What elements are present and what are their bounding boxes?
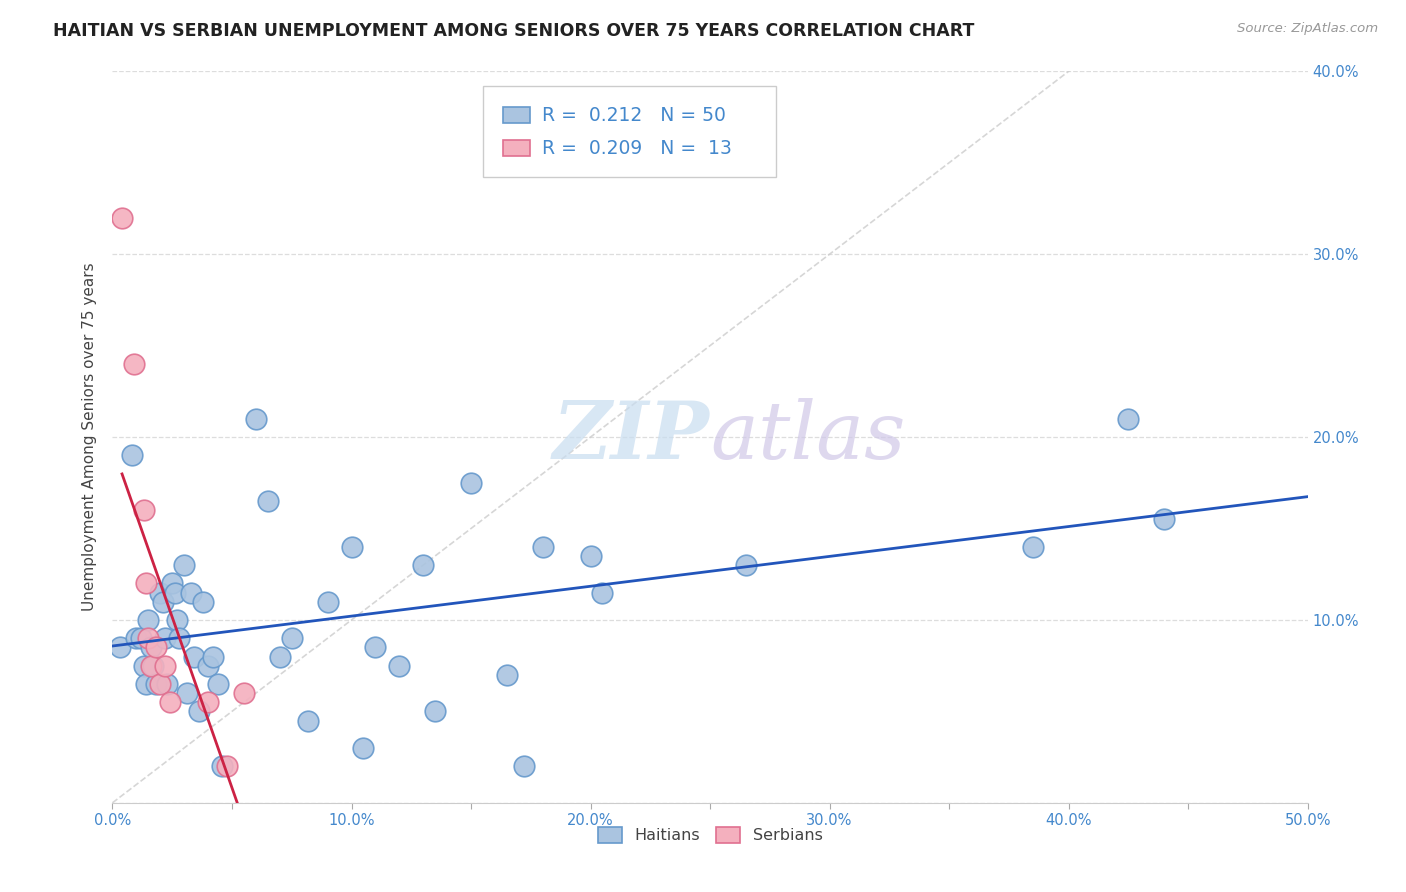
Text: ZIP: ZIP <box>553 399 710 475</box>
Point <box>166 613 188 627</box>
Point <box>173 558 195 573</box>
Point <box>364 640 387 655</box>
Point <box>531 540 554 554</box>
Point <box>197 695 219 709</box>
Point <box>129 632 152 646</box>
Point <box>207 677 229 691</box>
Point <box>142 658 165 673</box>
Point <box>153 658 176 673</box>
Point <box>233 686 256 700</box>
Point <box>245 412 267 426</box>
Point <box>149 585 172 599</box>
Point <box>1153 512 1175 526</box>
Point <box>135 677 157 691</box>
Point <box>125 632 148 646</box>
Point <box>122 357 145 371</box>
Point <box>257 494 280 508</box>
Point <box>138 613 160 627</box>
Point <box>132 658 155 673</box>
Text: R =  0.209   N =  13: R = 0.209 N = 13 <box>541 138 731 158</box>
Point <box>297 714 319 728</box>
Point <box>217 759 239 773</box>
Point <box>269 649 291 664</box>
Point <box>145 640 167 655</box>
Point <box>496 667 519 681</box>
Point <box>180 585 202 599</box>
Point <box>176 686 198 700</box>
Point <box>425 705 447 719</box>
Point <box>512 759 534 773</box>
Point <box>340 540 363 554</box>
Point <box>316 594 339 608</box>
Point <box>201 649 224 664</box>
Point <box>352 740 374 755</box>
Point <box>156 677 179 691</box>
Point <box>412 558 434 573</box>
Bar <box>503 140 530 156</box>
Legend: Haitians, Serbians: Haitians, Serbians <box>591 821 830 850</box>
Point <box>135 576 157 591</box>
Point <box>138 632 160 646</box>
Point <box>132 503 155 517</box>
Point <box>108 640 131 655</box>
Point <box>153 632 176 646</box>
Point <box>139 640 162 655</box>
Text: HAITIAN VS SERBIAN UNEMPLOYMENT AMONG SENIORS OVER 75 YEARS CORRELATION CHART: HAITIAN VS SERBIAN UNEMPLOYMENT AMONG SE… <box>53 22 974 40</box>
Y-axis label: Unemployment Among Seniors over 75 years: Unemployment Among Seniors over 75 years <box>82 263 97 611</box>
Point <box>149 677 172 691</box>
Point <box>1118 412 1140 426</box>
Point <box>111 211 134 225</box>
Bar <box>503 107 530 123</box>
Text: Source: ZipAtlas.com: Source: ZipAtlas.com <box>1237 22 1378 36</box>
Point <box>169 632 191 646</box>
Point <box>121 448 143 462</box>
Point <box>460 475 482 490</box>
Point <box>183 649 205 664</box>
Point <box>152 594 174 608</box>
Point <box>162 576 183 591</box>
Point <box>281 632 304 646</box>
Point <box>193 594 215 608</box>
Point <box>139 658 162 673</box>
Point <box>211 759 233 773</box>
Point <box>145 677 167 691</box>
Text: R =  0.212   N = 50: R = 0.212 N = 50 <box>541 106 725 125</box>
Point <box>187 705 209 719</box>
Point <box>159 695 181 709</box>
Point <box>735 558 758 573</box>
Point <box>1022 540 1045 554</box>
Point <box>163 585 186 599</box>
Point <box>592 585 614 599</box>
Point <box>579 549 602 563</box>
Point <box>388 658 411 673</box>
Point <box>197 658 219 673</box>
Text: atlas: atlas <box>710 399 905 475</box>
FancyBboxPatch shape <box>484 86 776 178</box>
